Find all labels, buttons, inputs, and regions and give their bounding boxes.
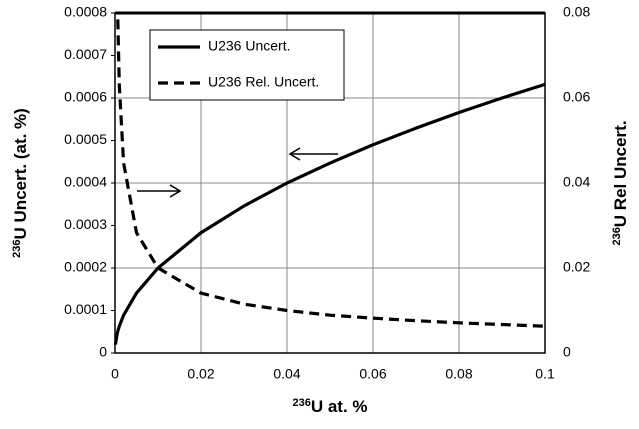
sup: 236 xyxy=(292,397,310,409)
y-tick-label: 0.0004 xyxy=(64,174,107,190)
lines xyxy=(113,19,546,345)
legend-label: U236 Rel. Uncert. xyxy=(208,74,319,90)
y2-axis-label: 236U Rel Uncert. xyxy=(611,120,631,245)
arrow-head xyxy=(169,184,182,198)
x-tick-label: 0.02 xyxy=(187,366,214,382)
sup: 236 xyxy=(611,227,623,245)
y2-tick-label: 0.04 xyxy=(563,174,590,190)
y-tick-label: 0.0005 xyxy=(64,131,107,147)
y2-tick-label: 0 xyxy=(563,344,571,360)
y-tick-label: 0.0006 xyxy=(64,89,107,105)
series-line xyxy=(116,19,546,328)
sup: 236 xyxy=(11,239,23,257)
x-tick-label: 0.08 xyxy=(445,366,472,382)
y-tick-label: 0.0001 xyxy=(64,301,107,317)
legend: U236 Uncert. U236 Rel. Uncert. xyxy=(149,29,345,101)
x-tick-label: 0 xyxy=(111,366,119,382)
arrow-head xyxy=(288,147,301,161)
x-axis-label: 236U at. % xyxy=(292,397,367,417)
legend-label: U236 Uncert. xyxy=(208,38,290,54)
arrows xyxy=(137,147,338,198)
label: U Rel Uncert. xyxy=(611,120,630,227)
y-axis-label: 236U Uncert. (at. %) xyxy=(11,108,31,258)
x-tick-label: 0.06 xyxy=(359,366,386,382)
y-tick-label: 0 xyxy=(99,344,107,360)
legend-box xyxy=(149,29,345,101)
y-tick-label: 0.0002 xyxy=(64,259,107,275)
y-tick-label: 0.0007 xyxy=(64,46,107,62)
x-tick-label: 0.04 xyxy=(273,366,300,382)
y2-tick-label: 0.02 xyxy=(563,259,590,275)
label: U at. % xyxy=(311,397,368,416)
y-tick-label: 0.0008 xyxy=(64,4,107,20)
y2-tick-label: 0.06 xyxy=(563,89,590,105)
y2-tick-label: 0.08 xyxy=(563,4,590,20)
series-line xyxy=(113,82,546,345)
y-tick-label: 0.0003 xyxy=(64,216,107,232)
x-tick-label: 0.1 xyxy=(535,366,555,382)
label: U Uncert. (at. %) xyxy=(11,108,30,239)
